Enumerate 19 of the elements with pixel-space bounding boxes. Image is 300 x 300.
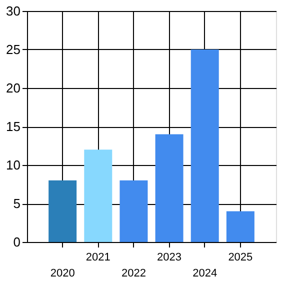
x-tick-label: 2024 (192, 268, 218, 280)
x-tick-label: 2021 (86, 252, 110, 264)
y-tick-label: 15 (6, 119, 20, 134)
bar (48, 180, 77, 242)
bar (190, 50, 219, 242)
y-tick-label: 10 (6, 158, 20, 172)
y-tick-label: 0 (13, 234, 20, 250)
bar (84, 150, 112, 242)
y-tick-label: 5 (13, 196, 20, 211)
x-tick-label: 2023 (157, 252, 182, 264)
bar (120, 180, 148, 242)
x-tick-label: 2020 (50, 268, 75, 280)
y-tick-label: 20 (6, 80, 20, 96)
x-tick-label: 2022 (121, 268, 146, 280)
bar (226, 211, 254, 242)
y-tick-label: 25 (6, 42, 20, 57)
x-tick-label: 2025 (228, 252, 253, 264)
y-tick-label: 30 (6, 4, 20, 18)
bar (155, 134, 184, 242)
